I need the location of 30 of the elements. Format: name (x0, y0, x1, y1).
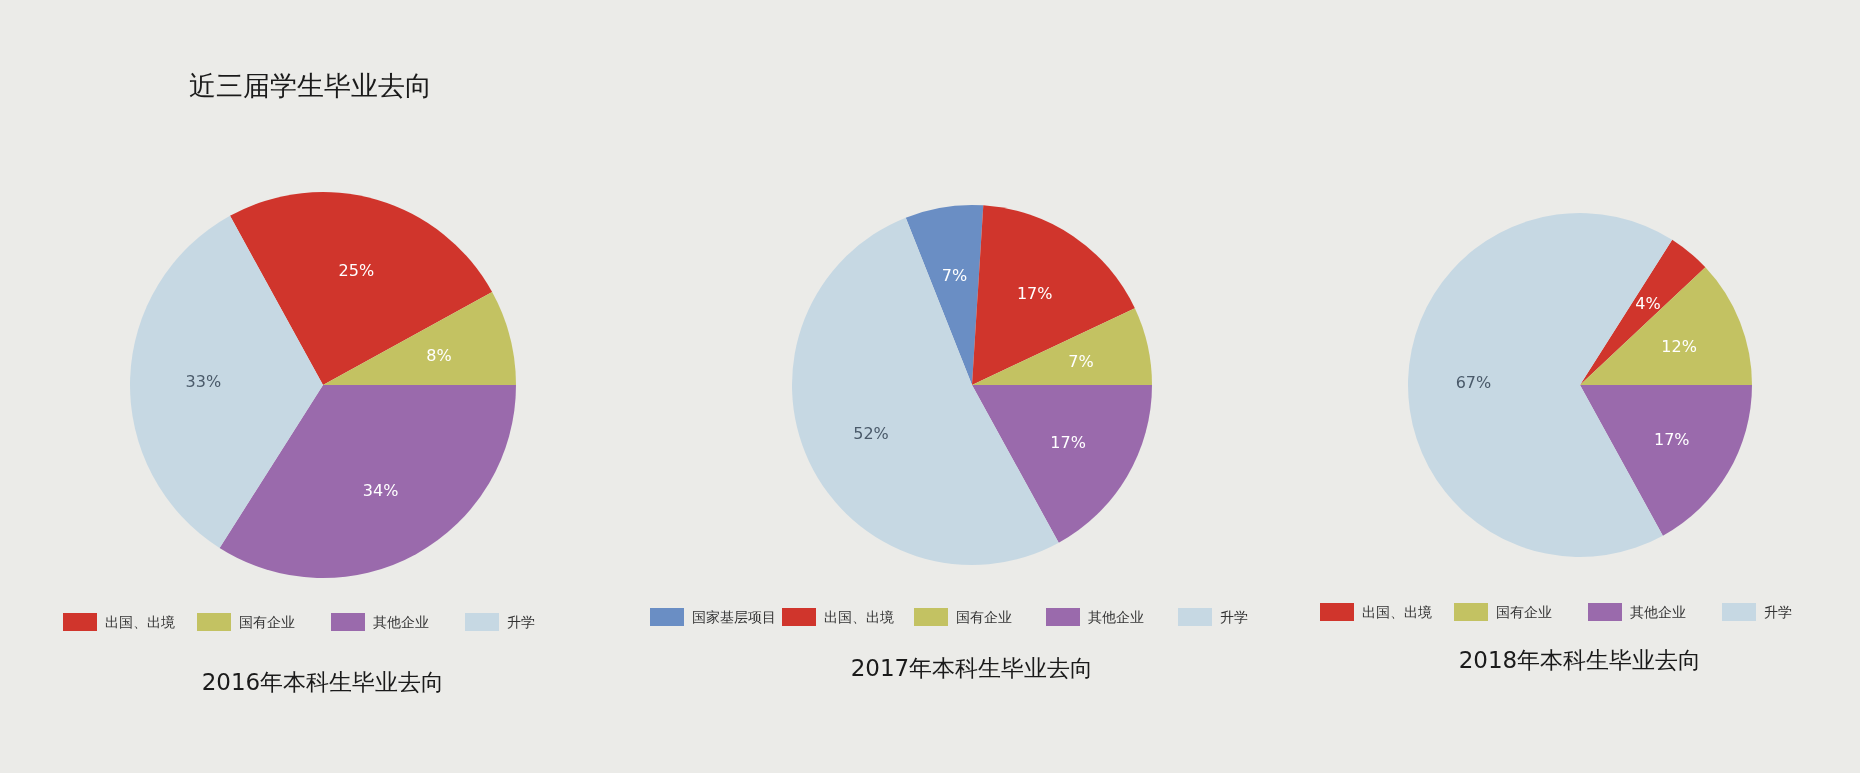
data-label: 17% (1016, 283, 1053, 303)
legend-label: 升学 (1764, 604, 1792, 620)
legend-label: 国有企业 (1496, 604, 1552, 620)
legend-label: 国有企业 (239, 614, 295, 630)
text: 2018年本科生毕业去向 (1458, 647, 1702, 673)
legend-label: 国有企业 (956, 609, 1012, 625)
data-label: 52% (853, 423, 889, 443)
legend-label: 出国、出境 (824, 609, 894, 625)
legend-label: 国家基层项目 (692, 609, 776, 625)
legend-label: 出国、出境 (1362, 604, 1432, 620)
data-label: 25% (338, 261, 375, 281)
text: 近三届学生毕业去向 (188, 70, 432, 101)
text: 2017年本科生毕业去向 (850, 655, 1094, 681)
data-label: 7% (1068, 351, 1094, 371)
legend-label: 升学 (507, 614, 535, 630)
data-label: 67% (1455, 372, 1492, 392)
data-label: 17% (1050, 432, 1086, 452)
data-label: 7% (941, 265, 968, 285)
data-label: 12% (1661, 336, 1697, 356)
data-label: 8% (426, 346, 452, 366)
data-label: 17% (1654, 430, 1690, 450)
legend-label: 其他企业 (373, 614, 429, 630)
legend-label: 升学 (1220, 609, 1248, 625)
legend-label: 出国、出境 (105, 614, 175, 630)
data-label: 4% (1635, 293, 1661, 313)
legend-label: 其他企业 (1630, 604, 1686, 620)
text: 2016年本科生毕业去向 (201, 669, 445, 695)
data-label: 33% (185, 372, 222, 392)
data-label: 34% (362, 480, 399, 500)
legend-label: 其他企业 (1088, 609, 1144, 625)
